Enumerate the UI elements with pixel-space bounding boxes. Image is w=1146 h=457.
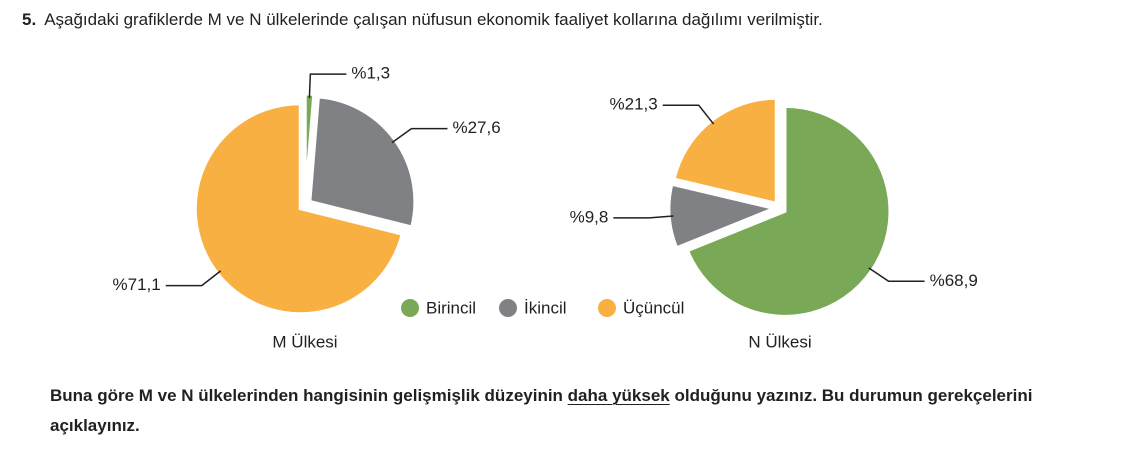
chart-title: M Ülkesi — [272, 332, 337, 351]
prompt-text: olduğunu yazınız. Bu durumun gerekçeleri… — [50, 386, 1033, 435]
value-label: %9,8 — [570, 207, 609, 226]
legend-swatch — [401, 299, 419, 317]
leader-line — [165, 270, 222, 287]
question-text: Aşağıdaki grafiklerde M ve N ülkelerinde… — [44, 10, 823, 29]
leader-line — [613, 215, 674, 219]
prompt: Buna göre M ve N ülkelerinden hangisinin… — [50, 381, 1040, 441]
legend-swatch — [598, 299, 616, 317]
question-number: 5. — [22, 10, 37, 29]
leader-line — [662, 104, 715, 125]
leader-line — [391, 127, 448, 144]
leader-line — [868, 267, 925, 283]
value-label: %1,3 — [351, 64, 390, 83]
legend-label: İkincil — [524, 298, 567, 317]
pie-slice — [308, 95, 417, 229]
chart-title: N Ülkesi — [748, 332, 811, 351]
value-label: %71,1 — [113, 275, 161, 294]
leader-line — [308, 73, 347, 99]
value-label: %68,9 — [930, 271, 978, 290]
legend-swatch — [499, 299, 517, 317]
legend-label: Birincil — [426, 298, 476, 317]
prompt-emphasis: daha yüksek — [567, 386, 670, 405]
legend-label: Üçüncül — [623, 298, 684, 317]
question: 5. Aşağıdaki grafiklerde M ve N ülkelerin… — [22, 10, 823, 30]
value-label: %21,3 — [610, 95, 658, 114]
prompt-text: Buna göre M ve N ülkelerinden hangisinin… — [50, 386, 568, 405]
value-label: %27,6 — [452, 118, 500, 137]
